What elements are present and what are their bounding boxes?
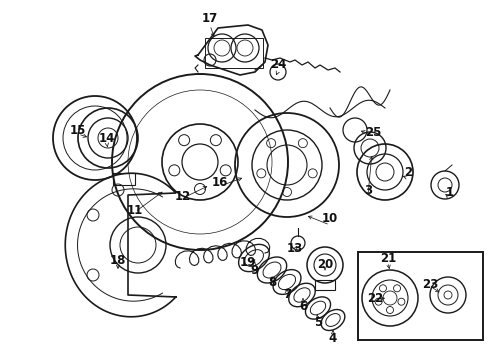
Text: 11: 11 [127,203,143,216]
Text: 16: 16 [212,176,228,189]
Text: 23: 23 [422,279,438,292]
Text: 8: 8 [268,276,276,289]
Text: 12: 12 [175,189,191,202]
Text: 20: 20 [317,258,333,271]
Bar [113,173,135,185]
Bar [205,38,263,68]
Text: 10: 10 [322,211,338,225]
Text: 4: 4 [329,332,337,345]
Text: 21: 21 [380,252,396,266]
Text: 7: 7 [283,288,291,302]
Text: 19: 19 [240,256,256,269]
Text: 1: 1 [446,185,454,198]
Text: 5: 5 [314,316,322,329]
Text: 3: 3 [364,184,372,197]
Text: 13: 13 [287,242,303,255]
Text: 15: 15 [70,123,86,136]
Text: 6: 6 [299,301,307,314]
Text: 9: 9 [250,265,258,278]
Bar [315,280,335,290]
Text: 18: 18 [110,255,126,267]
Text: 17: 17 [202,12,218,24]
Bar [358,252,483,340]
Text: 2: 2 [404,166,412,179]
Text: 25: 25 [365,126,381,139]
Text: 24: 24 [270,58,286,72]
Text: 14: 14 [99,132,115,145]
Text: 22: 22 [367,292,383,305]
